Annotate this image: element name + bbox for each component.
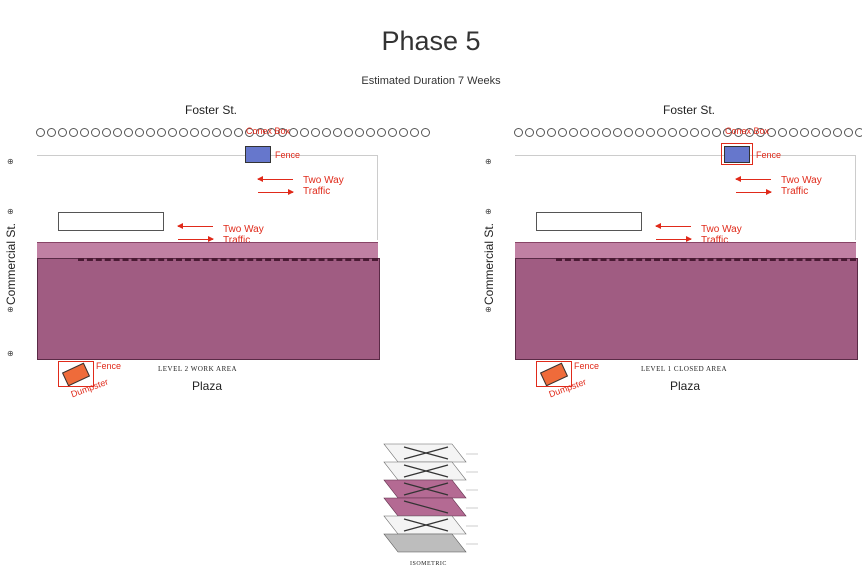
conex-box	[724, 146, 750, 163]
fence-label-bottom: Fence	[96, 361, 122, 371]
grid-bubble-left: ⊕	[7, 207, 14, 216]
plan-outline	[377, 155, 378, 240]
isometric-level-tags	[466, 453, 478, 545]
conex-label: Conex Box	[725, 126, 770, 136]
work-area-strip	[37, 242, 378, 261]
isometric-level-highlighted	[383, 479, 467, 499]
isometric-level-highlighted	[383, 497, 467, 517]
level-caption: LEVEL 1 CLOSED AREA	[641, 365, 728, 373]
traffic-arrow-left	[655, 223, 691, 229]
street-label-top: Foster St.	[185, 103, 238, 117]
plan-level-2: Foster St. Commercial St. ⊕ ⊕ ⊕ ⊕ Conex …	[0, 95, 430, 399]
street-label-top: Foster St.	[663, 103, 716, 117]
isometric-level	[383, 515, 467, 535]
isometric-level-base	[383, 533, 467, 553]
fence-label-top: Fence	[756, 150, 782, 160]
plan-outline	[515, 155, 855, 156]
fence-enclosure	[58, 361, 94, 387]
dashed-boundary	[556, 258, 856, 261]
traffic-arrow-left	[257, 176, 293, 182]
grid-bubble-left: ⊕	[7, 305, 14, 314]
page-title: Phase 5	[381, 26, 481, 56]
grid-bubbles-top	[36, 128, 430, 137]
traffic-label-1: Two Way Traffic	[781, 175, 822, 197]
grid-bubble-left: ⊕	[485, 305, 492, 314]
work-area-strip	[515, 242, 856, 261]
conex-label: Conex Box	[246, 126, 291, 136]
dashed-boundary	[78, 258, 378, 261]
isometric-caption: ISOMETRIC	[410, 561, 447, 567]
traffic-arrow-right	[178, 236, 214, 242]
traffic-arrow-left	[177, 223, 213, 229]
page-subtitle: Estimated Duration 7 Weeks	[361, 75, 501, 87]
plan-note	[536, 212, 642, 231]
traffic-arrow-right	[736, 189, 772, 195]
work-area	[37, 258, 380, 360]
level-caption: LEVEL 2 WORK AREA	[158, 365, 238, 373]
work-area	[515, 258, 858, 360]
traffic-arrow-left	[735, 176, 771, 182]
traffic-label-2: Two Way Traffic	[223, 224, 264, 246]
street-label-bottom: Plaza	[192, 379, 223, 393]
street-label-left: Commercial St.	[482, 222, 496, 305]
conex-box	[245, 146, 271, 163]
plan-note	[58, 212, 164, 231]
street-label-left: Commercial St.	[4, 222, 18, 305]
traffic-arrow-right	[258, 189, 294, 195]
fence-enclosure	[536, 361, 572, 387]
grid-bubbles-top	[514, 128, 862, 137]
fence-label-bottom: Fence	[574, 361, 600, 371]
isometric-level	[383, 443, 467, 463]
fence-label-top: Fence	[275, 150, 301, 160]
isometric-diagram	[383, 443, 478, 553]
plan-outline	[855, 155, 856, 240]
grid-bubble-left: ⊕	[7, 349, 14, 358]
grid-bubble-left: ⊕	[7, 157, 14, 166]
grid-bubble-left: ⊕	[485, 207, 492, 216]
grid-bubble-left: ⊕	[485, 157, 492, 166]
traffic-arrow-right	[656, 236, 692, 242]
traffic-label-2: Two Way Traffic	[701, 224, 742, 246]
plan-outline	[37, 155, 377, 156]
fence-enclosure	[721, 143, 753, 165]
traffic-label-1: Two Way Traffic	[303, 175, 344, 197]
street-label-bottom: Plaza	[670, 379, 701, 393]
plan-level-1: Foster St. Commercial St. ⊕ ⊕ ⊕ Conex Bo…	[478, 95, 862, 399]
isometric-level	[383, 461, 467, 481]
